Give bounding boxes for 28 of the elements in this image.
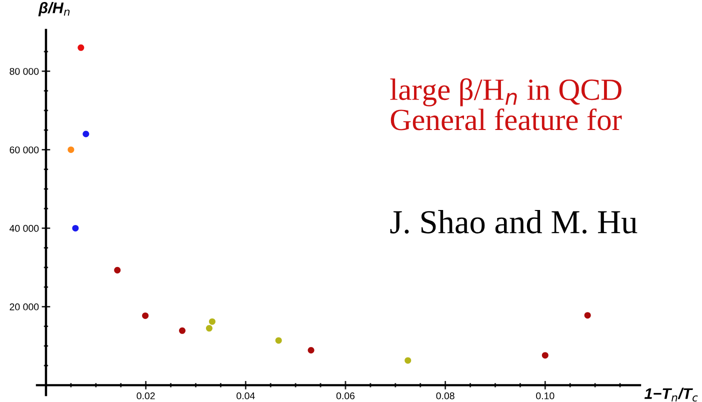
point — [68, 146, 74, 153]
x-tick-label: 0.06 — [336, 392, 355, 400]
point — [179, 327, 186, 334]
y-tick-label: 80 000 — [10, 68, 39, 75]
point — [308, 347, 314, 354]
point — [275, 337, 282, 344]
x-tick-label: 0.08 — [436, 392, 454, 400]
point — [584, 312, 591, 319]
y-axis-title: β/H$_{n}$ — [38, 2, 70, 16]
point — [206, 325, 212, 332]
annotation: large β/H$_{n}$ in QCD — [390, 78, 622, 106]
point — [142, 312, 149, 319]
point — [78, 44, 84, 51]
y-tick-label: 20 000 — [10, 303, 39, 310]
y-tick-label: 40 000 — [10, 224, 39, 232]
x-tick-label: 0.04 — [236, 392, 255, 400]
point — [542, 352, 548, 359]
y-tick-label: 60 000 — [10, 146, 39, 154]
annotation: J. Shao and M. Hu — [390, 210, 638, 234]
point — [208, 318, 216, 325]
point — [404, 357, 412, 364]
annotation: General feature for — [390, 108, 622, 130]
x-tick-label: 0.10 — [536, 392, 554, 400]
x-axis-title: 1−T$_{n}$/T$_{c}$ — [644, 388, 698, 402]
x-tick-label: 0.02 — [136, 392, 155, 400]
point — [72, 224, 79, 232]
point — [114, 266, 121, 274]
point — [82, 130, 90, 138]
